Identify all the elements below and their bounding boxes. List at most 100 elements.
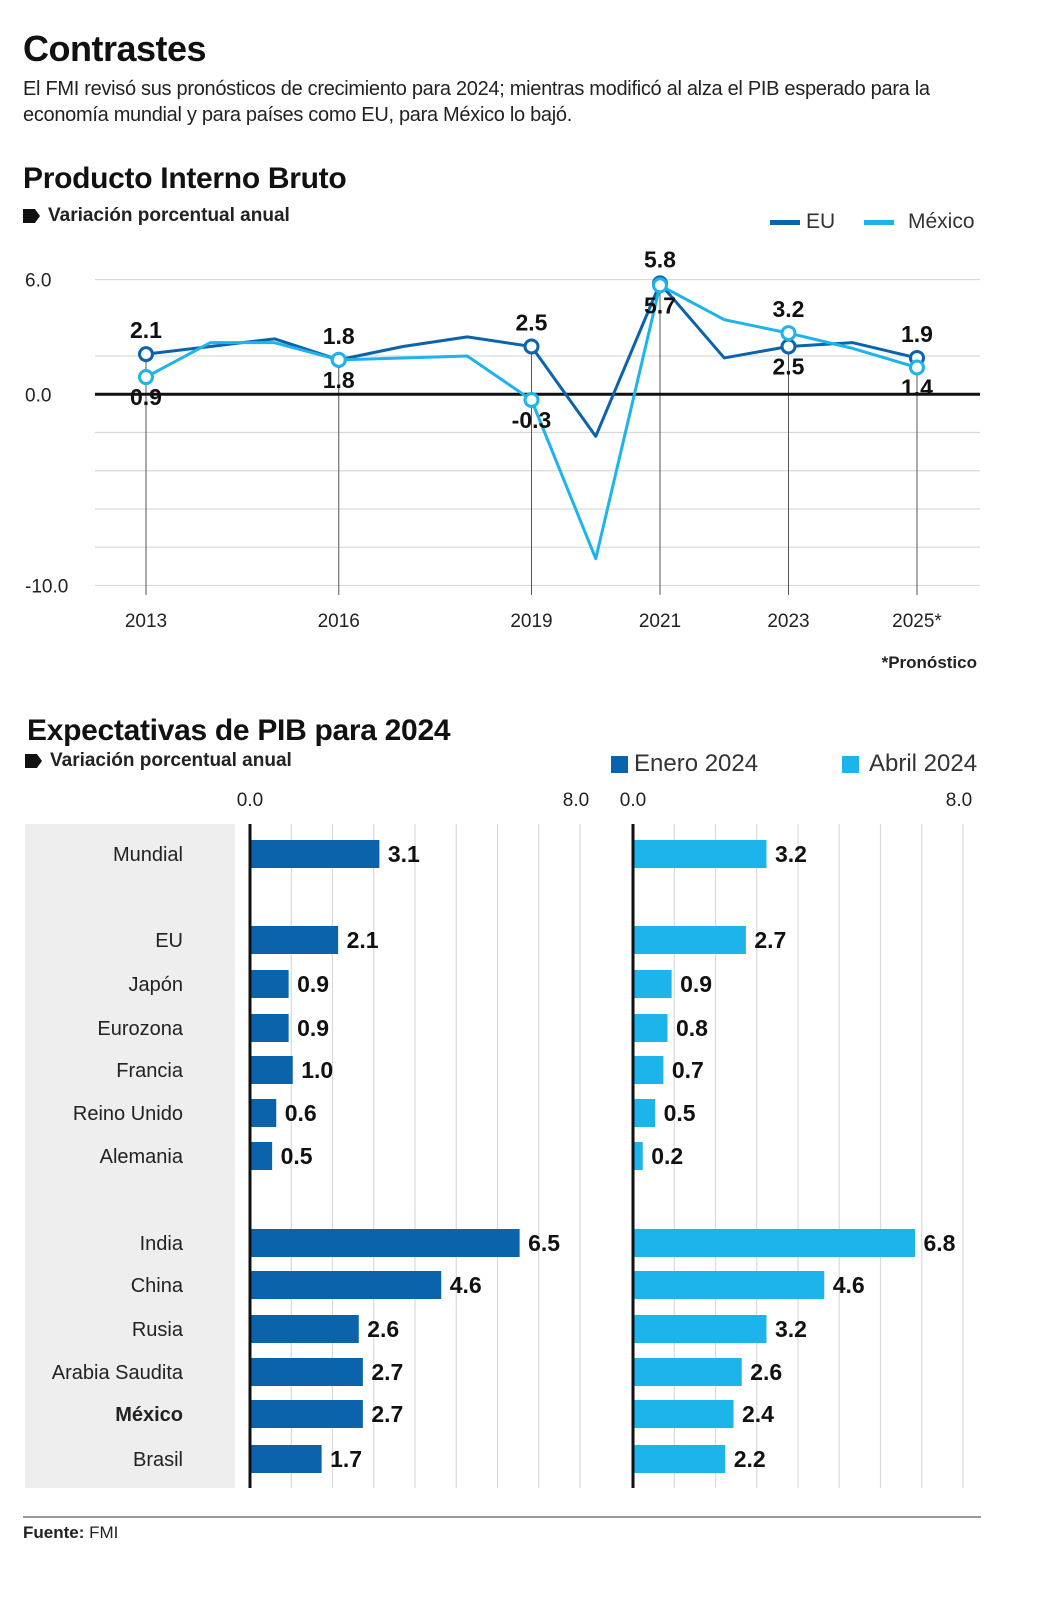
bar-value-label-mexico: 3.2	[775, 841, 807, 867]
data-point-eu	[138, 346, 154, 363]
data-label-eu: 2.5	[516, 309, 548, 335]
bar-eu	[251, 1315, 359, 1343]
data-label-mexico: 3.2	[773, 296, 805, 322]
bar-value-label-mexico: 0.8	[676, 1015, 708, 1041]
category-label: Brasil	[133, 1449, 183, 1471]
bar-legend-enero: Enero 2024	[611, 750, 758, 778]
bar-value-label-mexico: 0.9	[680, 971, 712, 997]
legend-label-eu: EU	[806, 210, 836, 233]
bar-mexico	[634, 1445, 726, 1473]
bar-chart-unit-label: Variación porcentual anual	[50, 750, 292, 771]
legend-label-mexico: México	[908, 210, 975, 233]
bar-eu	[251, 1142, 273, 1170]
category-label: Alemania	[100, 1146, 184, 1168]
bar-eu	[251, 1014, 289, 1042]
bar-value-label-eu: 0.5	[281, 1143, 313, 1169]
bar-value-label-eu: 3.1	[388, 841, 420, 867]
data-point-mexico	[330, 351, 347, 368]
data-label-eu: 1.9	[901, 321, 933, 347]
category-label: China	[131, 1275, 184, 1297]
bar-chart: Mundial EU Japón Eurozona Francia Reino Unido…	[25, 790, 972, 1488]
footer-divider	[23, 1516, 981, 1518]
category-label: Francia	[116, 1060, 184, 1082]
category-panel	[25, 824, 235, 1488]
bar-eu	[251, 1271, 442, 1299]
line-chart-unit: Variación porcentual anual	[23, 205, 290, 227]
bar-value-label-eu: 2.1	[347, 927, 379, 953]
x-tick-label: 2013	[125, 611, 167, 630]
bar-value-label-mexico: 6.8	[924, 1230, 956, 1256]
bar-mexico	[634, 1142, 643, 1170]
source-note: Fuente: FMI	[23, 1523, 118, 1543]
data-label-eu: 2.5	[773, 353, 805, 379]
y-tick-label: 6.0	[25, 271, 51, 292]
page-title: Contrastes	[23, 28, 207, 69]
source-value: FMI	[89, 1523, 119, 1542]
bar-eu	[251, 1056, 293, 1084]
data-point-eu	[523, 338, 540, 355]
data-point-eu	[780, 338, 797, 355]
bar-value-label-mexico: 2.2	[734, 1446, 766, 1472]
bar-value-label-mexico: 2.6	[750, 1359, 782, 1385]
source-label: Fuente:	[23, 1523, 85, 1542]
bar-value-label-eu: 0.9	[297, 971, 329, 997]
bar-value-label-eu: 2.7	[371, 1359, 403, 1385]
bar-axis-max-label: 8.0	[563, 790, 589, 811]
bar-value-label-mexico: 3.2	[775, 1316, 807, 1342]
y-tick-label: -10.0	[25, 576, 68, 597]
x-tick-label: 2021	[639, 611, 681, 630]
category-label: México	[115, 1404, 183, 1426]
data-label-mexico: 5.7	[644, 292, 676, 318]
bar-value-label-mexico: 2.7	[754, 927, 786, 953]
bar-axis-max-label: 8.0	[946, 790, 972, 811]
legend-square-swatch-abril	[842, 755, 859, 773]
legend-line-swatch-mexico	[864, 219, 894, 225]
category-label: India	[140, 1233, 184, 1255]
data-label-eu: 1.8	[323, 323, 355, 349]
tag-icon	[23, 209, 40, 223]
bar-eu	[251, 1358, 363, 1386]
bar-eu	[251, 1445, 322, 1473]
line-chart-title: Producto Interno Bruto	[23, 162, 347, 195]
data-point-mexico	[652, 277, 668, 294]
bar-mexico	[634, 926, 746, 954]
bar-eu	[251, 840, 380, 868]
bar-mexico	[634, 840, 767, 868]
bar-mexico	[634, 970, 672, 998]
x-tick-label: 2016	[318, 611, 360, 630]
line-chart-unit-label: Variación porcentual anual	[48, 205, 290, 226]
tag-icon	[25, 754, 42, 768]
bar-eu	[251, 1229, 520, 1257]
forecast-footnote: *Pronóstico	[881, 653, 977, 672]
legend-square-swatch-enero	[611, 755, 628, 773]
bar-value-label-eu: 1.7	[330, 1446, 362, 1472]
category-label: Reino Unido	[73, 1103, 183, 1125]
bar-mexico	[634, 1315, 767, 1343]
bar-value-label-mexico: 0.7	[672, 1057, 704, 1083]
bar-eu	[251, 1099, 277, 1127]
line-chart: 2013 2016 2019 2021 2023 2025* 6.0 0.0 -10.0 2.1 1…	[25, 250, 980, 630]
legend-label-abril: Abril 2024	[869, 750, 978, 777]
bar-value-label-mexico: 0.5	[664, 1100, 696, 1126]
line-legend-eu: EU	[770, 210, 835, 234]
category-label: EU	[155, 930, 183, 952]
bar-value-label-eu: 2.7	[371, 1401, 403, 1427]
bar-axis-min-label: 0.0	[620, 790, 646, 811]
bar-mexico	[634, 1099, 656, 1127]
bar-legend-abril: Abril 2024	[842, 750, 977, 778]
data-label-mexico: -0.3	[512, 407, 552, 433]
data-point-mexico	[138, 369, 154, 386]
data-label-eu: 5.8	[644, 250, 676, 272]
bar-value-label-eu: 6.5	[528, 1230, 560, 1256]
bar-eu	[251, 970, 289, 998]
bar-mexico	[634, 1229, 915, 1257]
category-label: Mundial	[113, 844, 183, 866]
page-subtitle: El FMI revisó sus pronósticos de crecimi…	[23, 78, 930, 126]
bar-value-label-eu: 2.6	[367, 1316, 399, 1342]
legend-label-enero: Enero 2024	[634, 750, 759, 777]
bar-axis-min-label: 0.0	[237, 790, 263, 811]
bar-value-label-eu: 4.6	[450, 1272, 482, 1298]
data-label-mexico: 0.9	[130, 384, 162, 410]
data-point-mexico	[523, 392, 540, 408]
bar-mexico	[634, 1014, 668, 1042]
